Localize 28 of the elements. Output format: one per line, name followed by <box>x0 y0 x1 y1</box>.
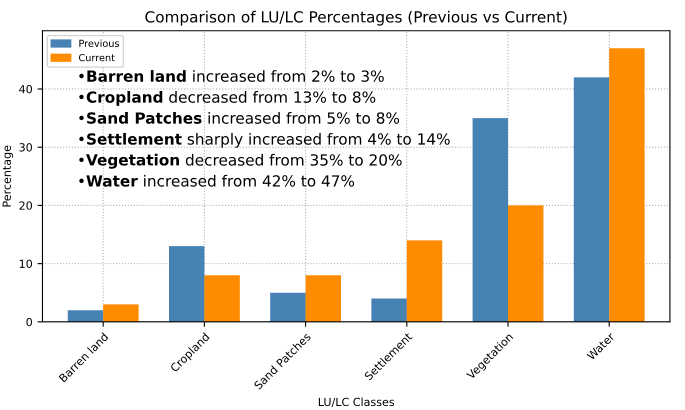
annotation: •Water increased from 42% to 47% <box>79 174 354 187</box>
bar <box>609 48 645 322</box>
y-tick-label: 0 <box>26 318 32 326</box>
annotation: •Vegetation decreased from 35% to 20% <box>79 154 402 169</box>
y-tick-label: 10 <box>20 260 32 268</box>
bar <box>406 240 442 322</box>
chart-title: Comparison of LU/LC Percentages (Previous vs Current) <box>145 10 567 26</box>
bar <box>574 77 610 322</box>
annotation: •Sand Patches increased from 5% to 8% <box>79 112 400 124</box>
bar <box>68 310 104 322</box>
bar <box>472 118 508 322</box>
y-axis-title: Percentage <box>2 146 14 206</box>
annotation: •Cropland decreased from 13% to 8% <box>79 91 376 106</box>
y-tick-label: 40 <box>19 84 32 94</box>
bar <box>371 298 407 322</box>
bar <box>270 292 306 322</box>
bar <box>204 275 240 322</box>
legend-label: Current <box>78 54 115 62</box>
bar <box>168 246 204 322</box>
y-tick-label: 20 <box>19 201 32 210</box>
bar <box>508 205 544 322</box>
x-axis-title: LU/LC Classes <box>318 398 394 407</box>
legend-label: Previous <box>79 40 120 48</box>
y-tick-label: 30 <box>19 143 32 152</box>
bar <box>103 304 139 322</box>
annotation: •Barren land increased from 2% to 3% <box>79 70 384 82</box>
annotation: •Settlement sharply increased from 4% to 14% <box>79 132 450 148</box>
bar <box>306 275 342 322</box>
